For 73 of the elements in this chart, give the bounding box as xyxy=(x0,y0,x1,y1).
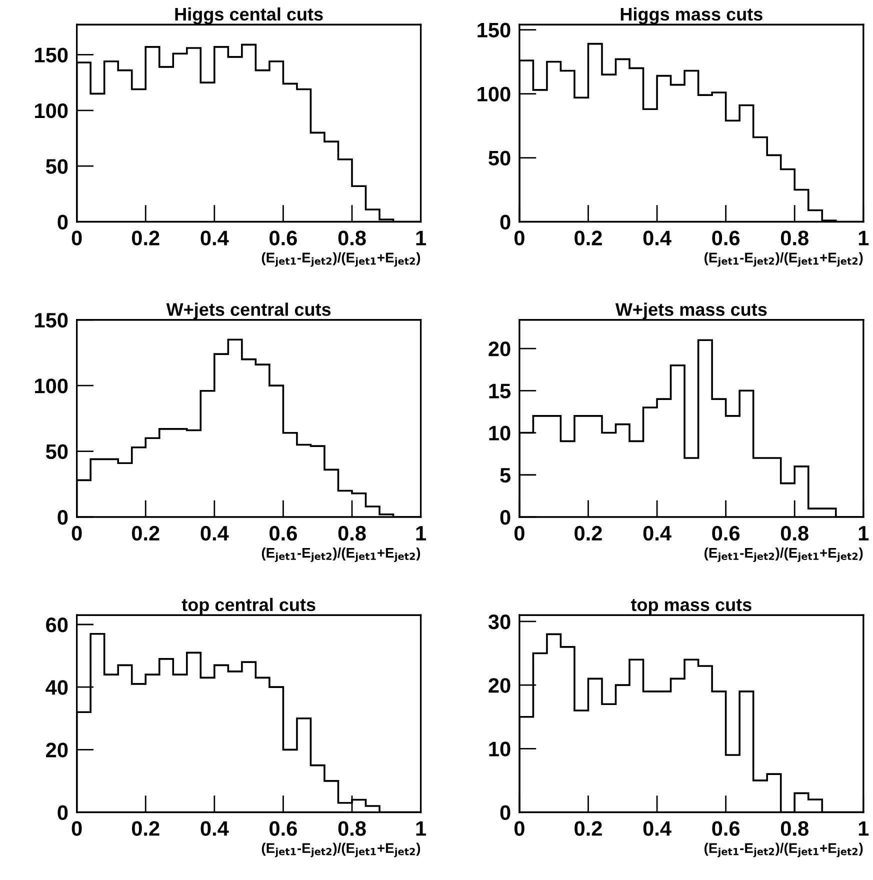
y-tick-label: 50 xyxy=(46,444,68,460)
y-tick-label: 0 xyxy=(58,510,68,525)
y-tick-label: 60 xyxy=(46,618,68,632)
y-tick-label: 150 xyxy=(478,22,510,38)
x-tick-label: 0.4 xyxy=(643,526,672,541)
x-tick-label: 0.8 xyxy=(338,821,366,836)
x-tick-label: 0.8 xyxy=(780,526,808,541)
chart-title: Higgs cental cuts xyxy=(175,7,323,24)
x-tick-label: 0.6 xyxy=(270,526,297,541)
x-tick-label: 0.4 xyxy=(643,230,672,246)
y-tick-label: 20 xyxy=(488,678,510,693)
y-tick-label: 30 xyxy=(488,614,510,630)
x-tick-label: 1 xyxy=(858,230,869,246)
x-tick-label: 0.2 xyxy=(132,526,160,541)
text: (E$_{jet1}$-E$_{jet2}$)/(E$_{jet1}$+E$_{jet2}$) xyxy=(262,252,420,267)
y-tick-label: 100 xyxy=(35,103,68,118)
chart-title: W+jets mass cuts xyxy=(615,302,767,320)
y-tick-label: 20 xyxy=(488,342,510,356)
x-tick-label: 0.2 xyxy=(132,230,160,246)
x-tick-label: 0 xyxy=(72,230,82,246)
text: (E$_{jet1}$-E$_{jet2}$)/(E$_{jet1}$+E$_{jet2}$) xyxy=(704,252,863,267)
x-tick-label: 0 xyxy=(514,821,524,836)
chart-title: top central cuts xyxy=(182,598,316,615)
x-tick-label: 1 xyxy=(858,526,869,540)
x-tick-label: 0.6 xyxy=(712,230,740,246)
y-tick-label: 0 xyxy=(500,510,510,525)
y-tick-label: 150 xyxy=(35,312,68,328)
y-tick-label: 5 xyxy=(500,468,511,483)
x-tick-label: 0.4 xyxy=(200,230,229,246)
y-tick-label: 20 xyxy=(46,742,68,758)
x-tick-label: 1 xyxy=(416,230,426,246)
x-tick-label: 0.4 xyxy=(200,821,229,836)
x-tick-label: 0.8 xyxy=(780,821,808,836)
y-tick-label: 15 xyxy=(489,384,511,398)
x-tick-label: 1 xyxy=(858,821,869,836)
y-tick-label: 0 xyxy=(58,805,68,820)
x-tick-label: 0 xyxy=(72,526,82,541)
x-tick-label: 0.8 xyxy=(338,230,366,246)
x-tick-label: 0.6 xyxy=(270,230,297,246)
chart-title: W+jets central cuts xyxy=(166,302,331,320)
x-tick-label: 0.4 xyxy=(643,821,672,836)
x-tick-label: 0.2 xyxy=(574,821,602,836)
y-tick-label: 150 xyxy=(35,48,68,62)
chart-title: top mass cuts xyxy=(630,599,752,615)
y-tick-label: 50 xyxy=(46,159,68,174)
text: (E$_{jet1}$-E$_{jet2}$)/(E$_{jet1}$+E$_{jet2}$) xyxy=(262,842,420,858)
x-tick-label: 1 xyxy=(416,821,426,836)
text: (E$_{jet1}$-E$_{jet2}$)/(E$_{jet1}$+E$_{jet2}$) xyxy=(704,842,863,858)
chart-title: Higgs mass cuts xyxy=(620,7,762,24)
x-tick-label: 0.6 xyxy=(712,821,740,836)
y-tick-label: 10 xyxy=(489,742,510,756)
x-tick-label: 0.6 xyxy=(270,821,297,836)
x-tick-label: 1 xyxy=(416,526,426,540)
x-tick-label: 0 xyxy=(514,230,524,246)
y-tick-label: 100 xyxy=(35,378,68,394)
x-tick-label: 0.2 xyxy=(132,821,160,836)
y-tick-label: 0 xyxy=(500,805,510,820)
y-tick-label: 100 xyxy=(478,86,510,102)
x-tick-label: 0 xyxy=(72,821,82,836)
x-tick-label: 0 xyxy=(514,526,524,541)
x-tick-label: 0.2 xyxy=(574,230,602,246)
x-tick-label: 0.4 xyxy=(200,526,229,541)
y-tick-label: 0 xyxy=(58,214,68,230)
text: (E$_{jet1}$-E$_{jet2}$)/(E$_{jet1}$+E$_{jet2}$) xyxy=(262,548,420,562)
text: (E$_{jet1}$-E$_{jet2}$)/(E$_{jet1}$+E$_{jet2}$) xyxy=(704,548,863,562)
y-tick-label: 10 xyxy=(489,426,510,441)
x-tick-label: 0.6 xyxy=(712,526,740,541)
y-tick-label: 50 xyxy=(488,150,510,166)
x-tick-label: 0.8 xyxy=(338,526,366,541)
x-tick-label: 0.8 xyxy=(780,230,808,246)
y-tick-label: 40 xyxy=(46,680,68,695)
y-tick-label: 0 xyxy=(500,214,510,230)
x-tick-label: 0.2 xyxy=(574,526,602,541)
